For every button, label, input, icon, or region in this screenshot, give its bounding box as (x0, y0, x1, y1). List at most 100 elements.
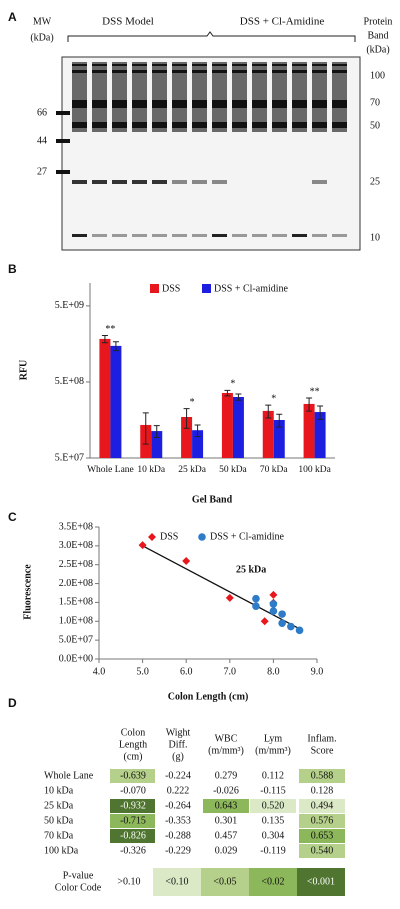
lane-band (72, 180, 87, 184)
cell: 0.643 (215, 800, 238, 811)
significance-label: * (190, 397, 195, 408)
cell: -0.070 (120, 785, 146, 796)
lane-band (152, 70, 167, 73)
legend-label: DSS + Cl-amidine (210, 531, 285, 542)
cell-shade (250, 844, 296, 858)
error-bar (142, 412, 149, 445)
cell-shade (110, 799, 156, 813)
column-header: Diff. (169, 739, 188, 750)
lane-band (312, 234, 327, 237)
cell-shade (155, 799, 201, 813)
y-tick-label: 1.0E+08 (59, 616, 93, 627)
lane-band (312, 70, 327, 73)
y-tick-label: 2.0E+08 (59, 578, 93, 589)
legend-swatch (202, 284, 211, 293)
lane-band (72, 122, 87, 128)
point (278, 619, 286, 627)
x-tick-label: 8.0 (267, 666, 280, 677)
lane-band (212, 122, 227, 128)
significance-label: * (271, 393, 276, 404)
column-header: (m/mm³) (208, 745, 244, 756)
lane-band (192, 180, 207, 184)
error-bar (276, 413, 283, 428)
point (269, 600, 278, 608)
bar (192, 430, 204, 458)
cell-shade (110, 784, 156, 798)
lane-smear (192, 62, 207, 132)
band-title: Band (367, 30, 388, 41)
mw-title: MW (33, 16, 52, 27)
point (269, 607, 278, 615)
cell-shade (299, 784, 345, 798)
lane-band (132, 70, 147, 73)
panel-label: D (8, 696, 17, 710)
x-axis-label: Gel Band (192, 494, 233, 505)
lane-smear (212, 62, 227, 132)
y-tick-label: 5.E+08 (55, 376, 84, 387)
cell-shade (299, 769, 345, 783)
cell-shade (250, 784, 296, 798)
x-tick-label: 10 kDa (137, 465, 165, 475)
lane-band (92, 70, 107, 73)
column-header: (g) (172, 751, 184, 762)
gel-lanes (72, 62, 347, 237)
point (182, 556, 191, 565)
y-tick-label: 3.5E+08 (59, 521, 93, 532)
point (252, 594, 260, 603)
bar (151, 431, 163, 458)
band-title: (kDa) (366, 44, 389, 55)
cell: 0.457 (215, 830, 238, 841)
cell: 0.520 (262, 800, 285, 811)
lane-band (232, 70, 247, 73)
bar (110, 345, 122, 458)
row-label: Whole Lane (44, 770, 94, 781)
lane-band (232, 234, 247, 237)
lane-smear (132, 62, 147, 132)
point (269, 590, 278, 599)
cell: 0.029 (215, 845, 238, 856)
lane-band (152, 64, 167, 66)
lane-band (192, 64, 207, 66)
error-bar (224, 389, 231, 397)
cell-shade (203, 829, 249, 843)
x-tick-label: 25 kDa (178, 465, 206, 475)
lane-band (132, 122, 147, 128)
lane-band (212, 234, 227, 237)
y-tick-label: 5.0E+07 (59, 634, 93, 645)
x-tick-label: Whole Lane (87, 465, 134, 475)
lane-band (332, 100, 347, 108)
lane-band (272, 70, 287, 73)
lane-band (112, 180, 127, 184)
cell: 0.128 (311, 785, 334, 796)
lane-smear (292, 62, 307, 132)
significance-label: * (230, 379, 235, 390)
band-label: 70 (370, 97, 380, 108)
lane-band (272, 122, 287, 128)
cell-shade (110, 844, 156, 858)
y-tick-label: 5.E+07 (55, 452, 84, 463)
error-bar (265, 404, 272, 419)
band-title: Protein (364, 16, 393, 27)
cell: -0.288 (165, 830, 191, 841)
cell-shade (250, 769, 296, 783)
cell-shade (299, 829, 345, 843)
legend-marker (198, 533, 206, 541)
y-tick-label: 0.0E+00 (59, 653, 93, 664)
error-bar (183, 408, 190, 429)
cell-shade (299, 799, 345, 813)
column-header: Score (311, 745, 334, 756)
legend-swatch (153, 868, 201, 896)
lane-band (92, 122, 107, 128)
panel-label: A (8, 10, 17, 24)
legend-label: <0.05 (213, 876, 236, 887)
lane-band (292, 234, 307, 237)
lane-band (132, 64, 147, 66)
x-tick-label: 70 kDa (260, 465, 288, 475)
legend-swatch (249, 868, 297, 896)
point (260, 617, 269, 626)
cell-shade (203, 784, 249, 798)
cell: -0.229 (165, 845, 191, 856)
cell: 0.304 (262, 830, 285, 841)
annotation: 25 kDa (236, 564, 266, 575)
lane-band (72, 234, 87, 237)
